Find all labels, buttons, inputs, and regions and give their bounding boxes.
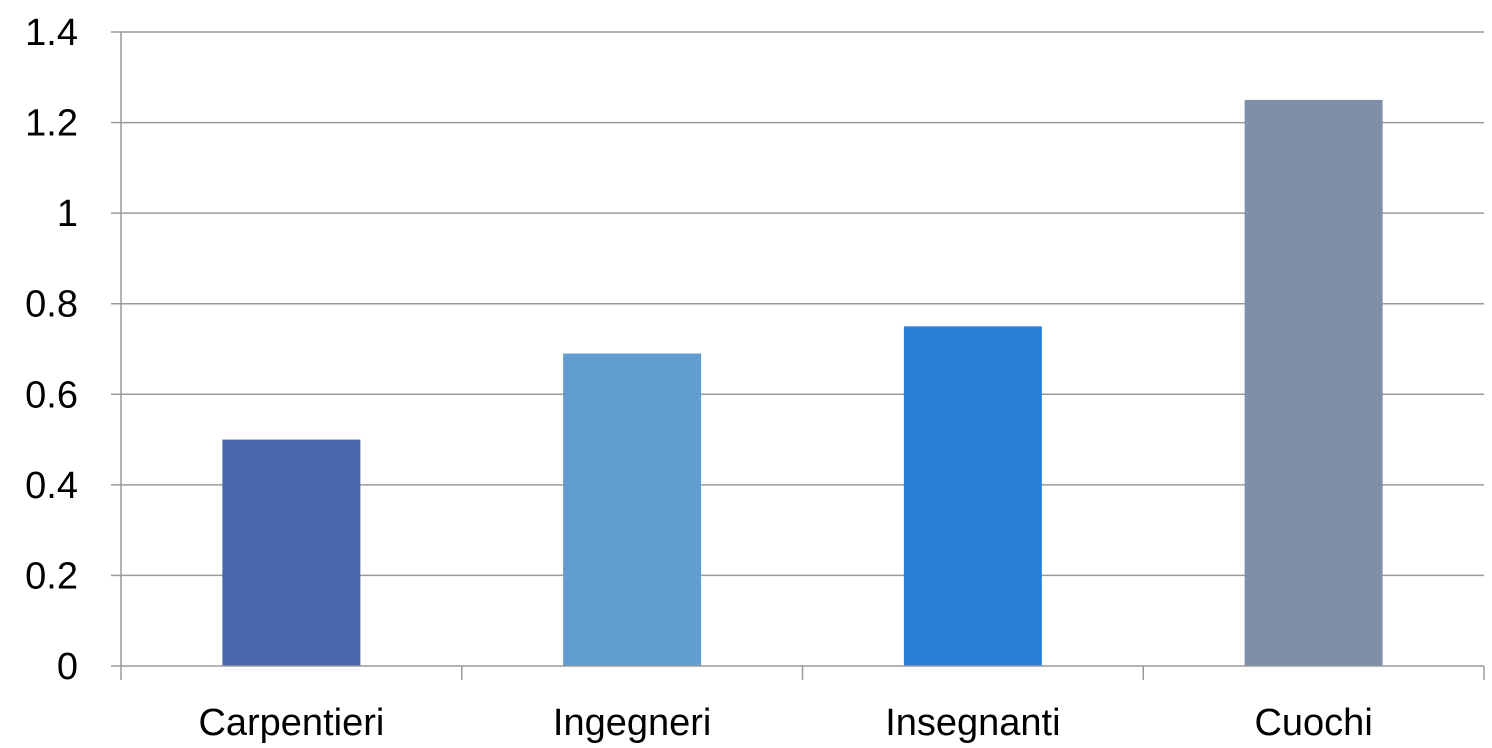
y-tick-label: 0.4 <box>25 465 78 507</box>
y-tick-label: 0 <box>57 646 78 688</box>
bar-ingegneri <box>563 353 702 666</box>
bars <box>222 99 1383 666</box>
y-tick-label: 1.2 <box>25 103 78 145</box>
x-tick-label: Cuochi <box>1254 702 1372 744</box>
x-tick-label: Carpentieri <box>198 702 384 744</box>
axes <box>111 31 1485 680</box>
bar-cuochi <box>1244 99 1383 666</box>
y-tick-label: 1.4 <box>25 12 78 54</box>
x-tick-label: Insegnanti <box>885 702 1060 744</box>
bar-insegnanti <box>903 326 1042 666</box>
y-tick-label: 0.2 <box>25 555 78 597</box>
y-tick-label: 0.6 <box>25 374 78 416</box>
y-axis-tick-labels: 0 0.2 0.4 0.6 0.8 1 1.2 1.4 <box>25 12 78 688</box>
y-tick-label: 0.8 <box>25 284 78 326</box>
bar-carpentieri <box>222 439 361 666</box>
y-tick-label: 1 <box>57 193 78 235</box>
x-axis-tick-labels: Carpentieri Ingegneri Insegnanti Cuochi <box>198 702 1372 744</box>
x-tick-label: Ingegneri <box>553 702 711 744</box>
